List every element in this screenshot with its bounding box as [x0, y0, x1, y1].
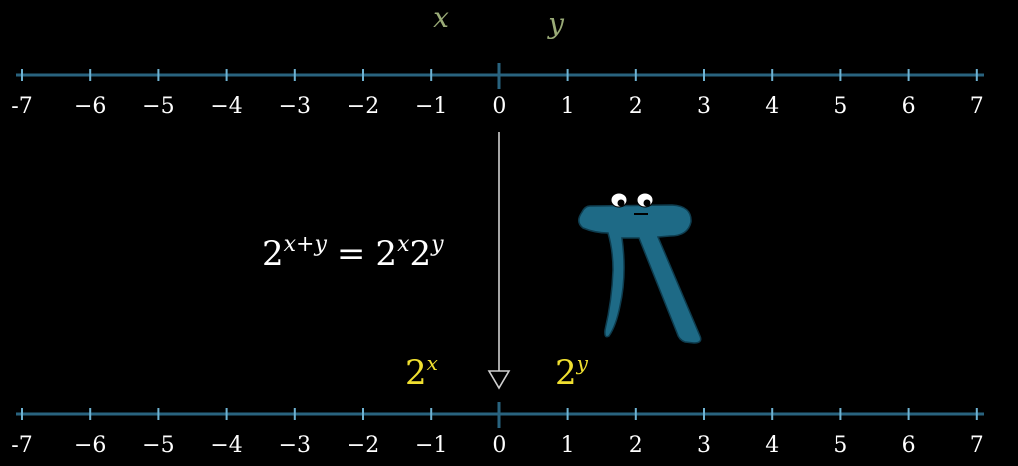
rhs1-base: 2 — [375, 234, 397, 274]
bottom-line-tick-label: 6 — [902, 433, 916, 458]
top-line-tick-label: −4 — [210, 94, 242, 119]
equals-sign: = — [337, 234, 366, 274]
pi-left-pupil — [617, 199, 625, 207]
top-line-tick-label: 4 — [765, 94, 779, 119]
arrow-head — [487, 370, 511, 390]
var-x-label: x — [433, 1, 449, 34]
bottom-line-tick-label: −4 — [210, 433, 242, 458]
top-number-line: -7 −6 −5 −4 −3 −2 −1 0 1 2 3 4 5 6 7 — [11, 63, 984, 119]
var-y-label: y — [546, 7, 565, 40]
output-2x-exp: x — [427, 351, 438, 375]
top-line-tick-label: 3 — [697, 94, 711, 119]
bottom-line-tick-label: −6 — [74, 433, 106, 458]
lhs-base: 2 — [262, 234, 284, 274]
top-line-tick-label: −5 — [142, 94, 174, 119]
top-line-tick-label: 7 — [970, 94, 984, 119]
bottom-tick-labels: -7 −6 −5 −4 −3 −2 −1 0 1 2 3 4 5 6 7 — [11, 433, 984, 458]
bottom-line-tick-label: 5 — [833, 433, 847, 458]
bottom-line-tick-label: 3 — [697, 433, 711, 458]
lhs-exponent: x+y — [284, 232, 328, 257]
output-2x-label: 2x — [405, 351, 438, 393]
bottom-line-tick-label: 4 — [765, 433, 779, 458]
top-line-tick-label: −6 — [74, 94, 106, 119]
exponent-formula: 2x+y = 2x2y — [262, 232, 444, 274]
pi-creature-icon — [578, 192, 702, 344]
top-line-tick-label: 5 — [833, 94, 847, 119]
top-line-tick-label: −3 — [279, 94, 311, 119]
top-tick-labels: -7 −6 −5 −4 −3 −2 −1 0 1 2 3 4 5 6 7 — [11, 94, 984, 119]
top-line-tick-label: 1 — [561, 94, 575, 119]
bottom-line-tick-label: 1 — [561, 433, 575, 458]
top-line-tick-label: 6 — [902, 94, 916, 119]
top-line-tick-label: 0 — [492, 94, 506, 119]
output-2y-label: 2y — [555, 351, 589, 393]
output-2y-exp: y — [576, 351, 589, 375]
mapping-arrow — [487, 132, 511, 390]
bottom-line-tick-label: −3 — [279, 433, 311, 458]
bottom-line-tick-label: −2 — [347, 433, 379, 458]
top-ticks — [21, 69, 978, 81]
bottom-line-tick-label: −1 — [415, 433, 447, 458]
rhs2-base: 2 — [409, 234, 431, 274]
bottom-line-tick-label: 2 — [629, 433, 643, 458]
rhs1-exponent: x — [397, 232, 410, 257]
bottom-line-tick-label: −5 — [142, 433, 174, 458]
bottom-line-tick-label: 0 — [492, 433, 506, 458]
bottom-line-tick-label: -7 — [11, 433, 32, 458]
top-line-tick-label: -7 — [11, 94, 32, 119]
bottom-line-tick-label: 7 — [970, 433, 984, 458]
output-2y-base: 2 — [555, 353, 577, 393]
rhs2-exponent: y — [430, 232, 444, 257]
pi-right-pupil — [643, 199, 651, 207]
top-line-tick-label: −1 — [415, 94, 447, 119]
pi-body — [578, 204, 702, 344]
bottom-ticks — [21, 408, 978, 420]
output-2x-base: 2 — [405, 353, 427, 393]
top-line-tick-label: 2 — [629, 94, 643, 119]
bottom-number-line: -7 −6 −5 −4 −3 −2 −1 0 1 2 3 4 5 6 7 — [11, 402, 984, 458]
top-line-tick-label: −2 — [347, 94, 379, 119]
